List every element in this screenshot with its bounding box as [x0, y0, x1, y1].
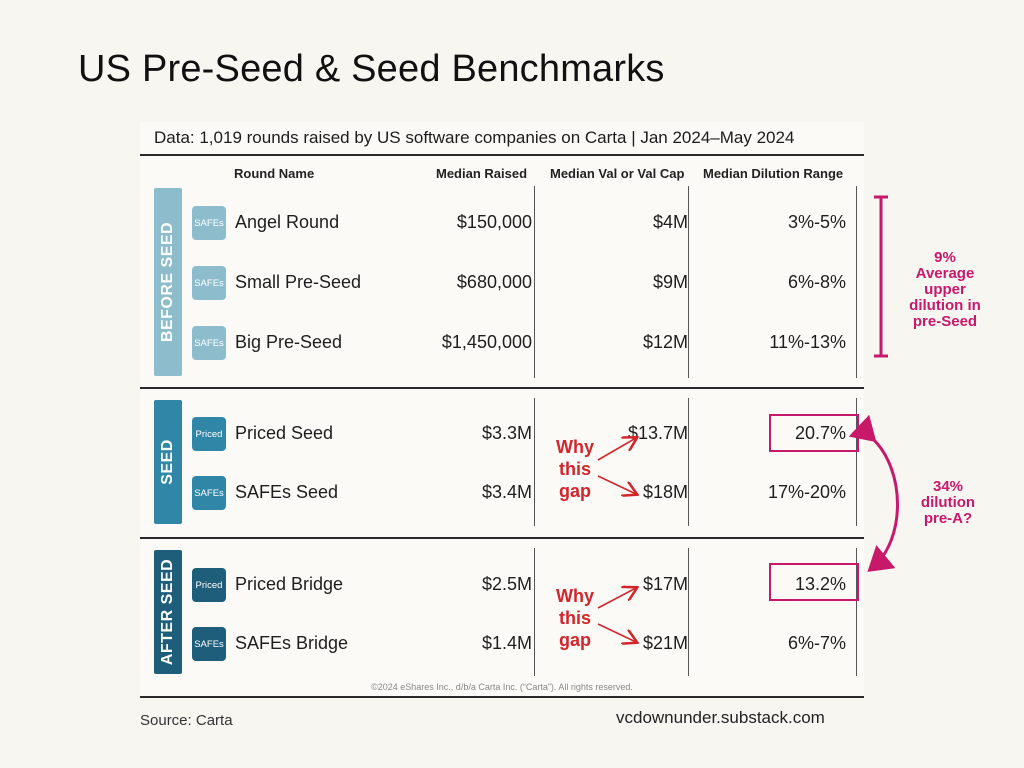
cell-valuation: $17M: [642, 574, 688, 594]
cell-round: SAFEs Seed: [235, 482, 339, 502]
instrument-tag: SAFEs: [192, 476, 226, 510]
cell-raised: $3.4M: [481, 482, 532, 502]
why-gap-label-seed: Why this gap: [556, 437, 594, 501]
instrument-tag: SAFEs: [192, 266, 226, 300]
table-bottom-rule: [140, 696, 864, 698]
column-separator: [534, 186, 535, 378]
header-round-name: Round Name: [234, 166, 315, 181]
site-url: vcdownunder.substack.com: [616, 708, 825, 727]
cell-round: Angel Round: [235, 212, 340, 232]
column-separator: [688, 548, 689, 676]
column-separator: [688, 186, 689, 378]
highlight-priced-seed-dilution: [769, 414, 859, 452]
group-band: [154, 400, 182, 524]
cell-dilution: 13.2%: [794, 574, 846, 594]
instrument-tag: SAFEs: [192, 326, 226, 360]
cell-dilution: 17%-20%: [767, 482, 846, 502]
column-separator: [856, 548, 857, 676]
cell-dilution: 11%-13%: [769, 332, 846, 352]
cell-raised: $3.3M: [481, 423, 532, 443]
instrument-tag: SAFEs: [192, 627, 226, 661]
caption-rule: [140, 154, 864, 156]
header-median-dilution: Median Dilution Range: [703, 166, 844, 181]
copyright-text: ©2024 eShares Inc., d/b/a Carta Inc. (“C…: [371, 682, 633, 692]
cell-round: Priced Seed: [235, 423, 334, 443]
group-divider: [140, 387, 864, 389]
column-separator: [534, 398, 535, 526]
cell-dilution: 6%-8%: [787, 272, 846, 292]
column-separator: [534, 548, 535, 676]
instrument-tag: Priced: [192, 568, 226, 602]
header-median-valuation: Median Val or Val Cap: [550, 166, 685, 181]
instrument-tag: SAFEs: [192, 206, 226, 240]
group-band: [154, 188, 182, 376]
preseed-dilution-note: 9% Average upper dilution in pre-Seed: [909, 249, 981, 330]
page-title: US Pre-Seed & Seed Benchmarks: [78, 48, 665, 90]
table-caption: Data: 1,019 rounds raised by US software…: [154, 128, 795, 147]
why-arrows-seed: [597, 438, 636, 494]
cell-valuation: $12M: [642, 332, 688, 352]
cell-round: SAFEs Bridge: [235, 633, 349, 653]
cell-round: Big Pre-Seed: [235, 332, 343, 352]
source-note: Source: Carta: [140, 712, 233, 729]
cell-valuation: $4M: [652, 212, 688, 232]
cell-raised: $2.5M: [481, 574, 532, 594]
cell-valuation: $21M: [642, 633, 688, 653]
pre-a-dilution-note: 34% dilution pre-A?: [920, 478, 976, 527]
group-divider: [140, 537, 864, 539]
instrument-tag: Priced: [192, 417, 226, 451]
cell-valuation: $9M: [652, 272, 688, 292]
cell-round: Small Pre-Seed: [235, 272, 362, 292]
cell-dilution: 6%-7%: [787, 633, 846, 653]
cell-dilution: 3%-5%: [787, 212, 846, 232]
cell-round: Priced Bridge: [235, 574, 344, 594]
cell-valuation: $13.7M: [627, 423, 688, 443]
highlight-priced-bridge-dilution: [769, 563, 859, 601]
seed-to-bridge-arrow: [848, 414, 899, 572]
cell-raised: $1,450,000: [441, 332, 532, 352]
column-separator: [688, 398, 689, 526]
column-separator: [856, 186, 857, 378]
benchmark-table: Data: 1,019 rounds raised by US software…: [140, 122, 864, 698]
cell-raised: $150,000: [456, 212, 532, 232]
cell-dilution: 20.7%: [794, 423, 846, 443]
preseed-bracket: [874, 195, 888, 358]
group-band: [154, 550, 182, 674]
cell-raised: $1.4M: [481, 633, 532, 653]
header-median-raised: Median Raised: [436, 166, 528, 181]
cell-valuation: $18M: [642, 482, 688, 502]
cell-raised: $680,000: [456, 272, 532, 292]
why-arrows-bridge: [597, 588, 636, 642]
why-gap-label-bridge: Why this gap: [556, 586, 594, 650]
